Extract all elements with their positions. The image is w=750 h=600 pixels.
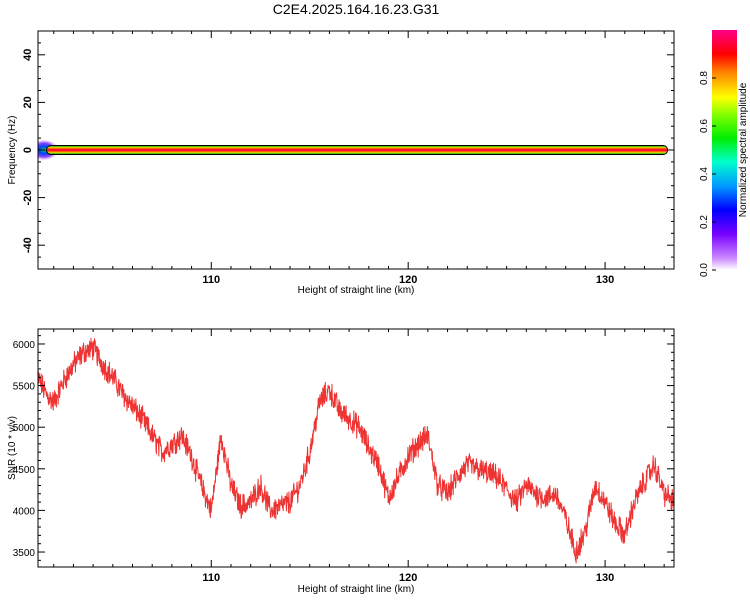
colorbar-ticks: 0.0 0.2 0.4 0.6 0.8 <box>699 71 716 277</box>
snr-xtick-label: 110 <box>202 572 220 584</box>
spectrogram-ytick-label: 0 <box>22 147 34 153</box>
snr-xtick-label: 120 <box>399 572 417 584</box>
colorbar-tick-label: 0.0 <box>699 263 710 277</box>
spectrogram-y-axis-label: Frequency (Hz) <box>7 116 18 185</box>
spectrogram-xtick-label: 130 <box>596 274 614 286</box>
snr-series-line <box>38 337 674 564</box>
snr-ytick-label: 4500 <box>13 465 36 476</box>
spectrogram-panel: 110 120 130 -40 -20 0 20 40 Height of straight … <box>7 30 675 296</box>
colorbar-tick-label: 0.2 <box>699 215 710 229</box>
snr-ytick-label: 5500 <box>13 382 36 393</box>
spectrogram-ticks: 110 120 130 -40 -20 0 20 40 <box>22 30 674 286</box>
figure-title: C2E4.2025.164.16.23.G31 <box>273 1 440 17</box>
spectral-band-fill <box>46 146 668 154</box>
spectrogram-ytick-label: 40 <box>22 49 34 61</box>
snr-y-axis-label: SNR (10 * v/v) <box>7 416 18 480</box>
snr-panel: 110 120 130 3500 4000 4500 5000 5500 6000 Height… <box>7 328 675 595</box>
snr-x-axis-label: Height of straight line (km) <box>298 584 415 595</box>
snr-ticks: 110 120 130 3500 4000 4500 5000 5500 6000 <box>13 329 674 584</box>
spectral-band <box>38 140 669 160</box>
colorbar-tick-label: 0.4 <box>699 167 710 181</box>
snr-frame <box>37 328 675 568</box>
colorbar-label: Normalized spectral amplitude <box>738 82 749 217</box>
snr-xtick-label: 130 <box>596 572 614 584</box>
spectrogram-ytick-label: 20 <box>22 96 34 108</box>
snr-ytick-label: 5000 <box>13 423 36 434</box>
spectrogram-xtick-label: 120 <box>399 274 417 286</box>
colorbar: 0.0 0.2 0.4 0.6 0.8 Normalized spectral ampl… <box>699 30 749 277</box>
snr-ytick-label: 3500 <box>13 548 36 559</box>
spectrogram-xtick-label: 110 <box>202 274 220 286</box>
colorbar-tick-label: 0.8 <box>699 71 710 85</box>
spectrogram-ytick-label: -40 <box>22 237 34 253</box>
colorbar-tick-label: 0.6 <box>699 119 710 133</box>
colorbar-gradient <box>712 30 737 270</box>
snr-ytick-label: 6000 <box>13 340 36 351</box>
spectrogram-ytick-label: -20 <box>22 190 34 206</box>
spectrogram-x-axis-label: Height of straight line (km) <box>298 285 415 296</box>
snr-ytick-label: 4000 <box>13 506 36 517</box>
